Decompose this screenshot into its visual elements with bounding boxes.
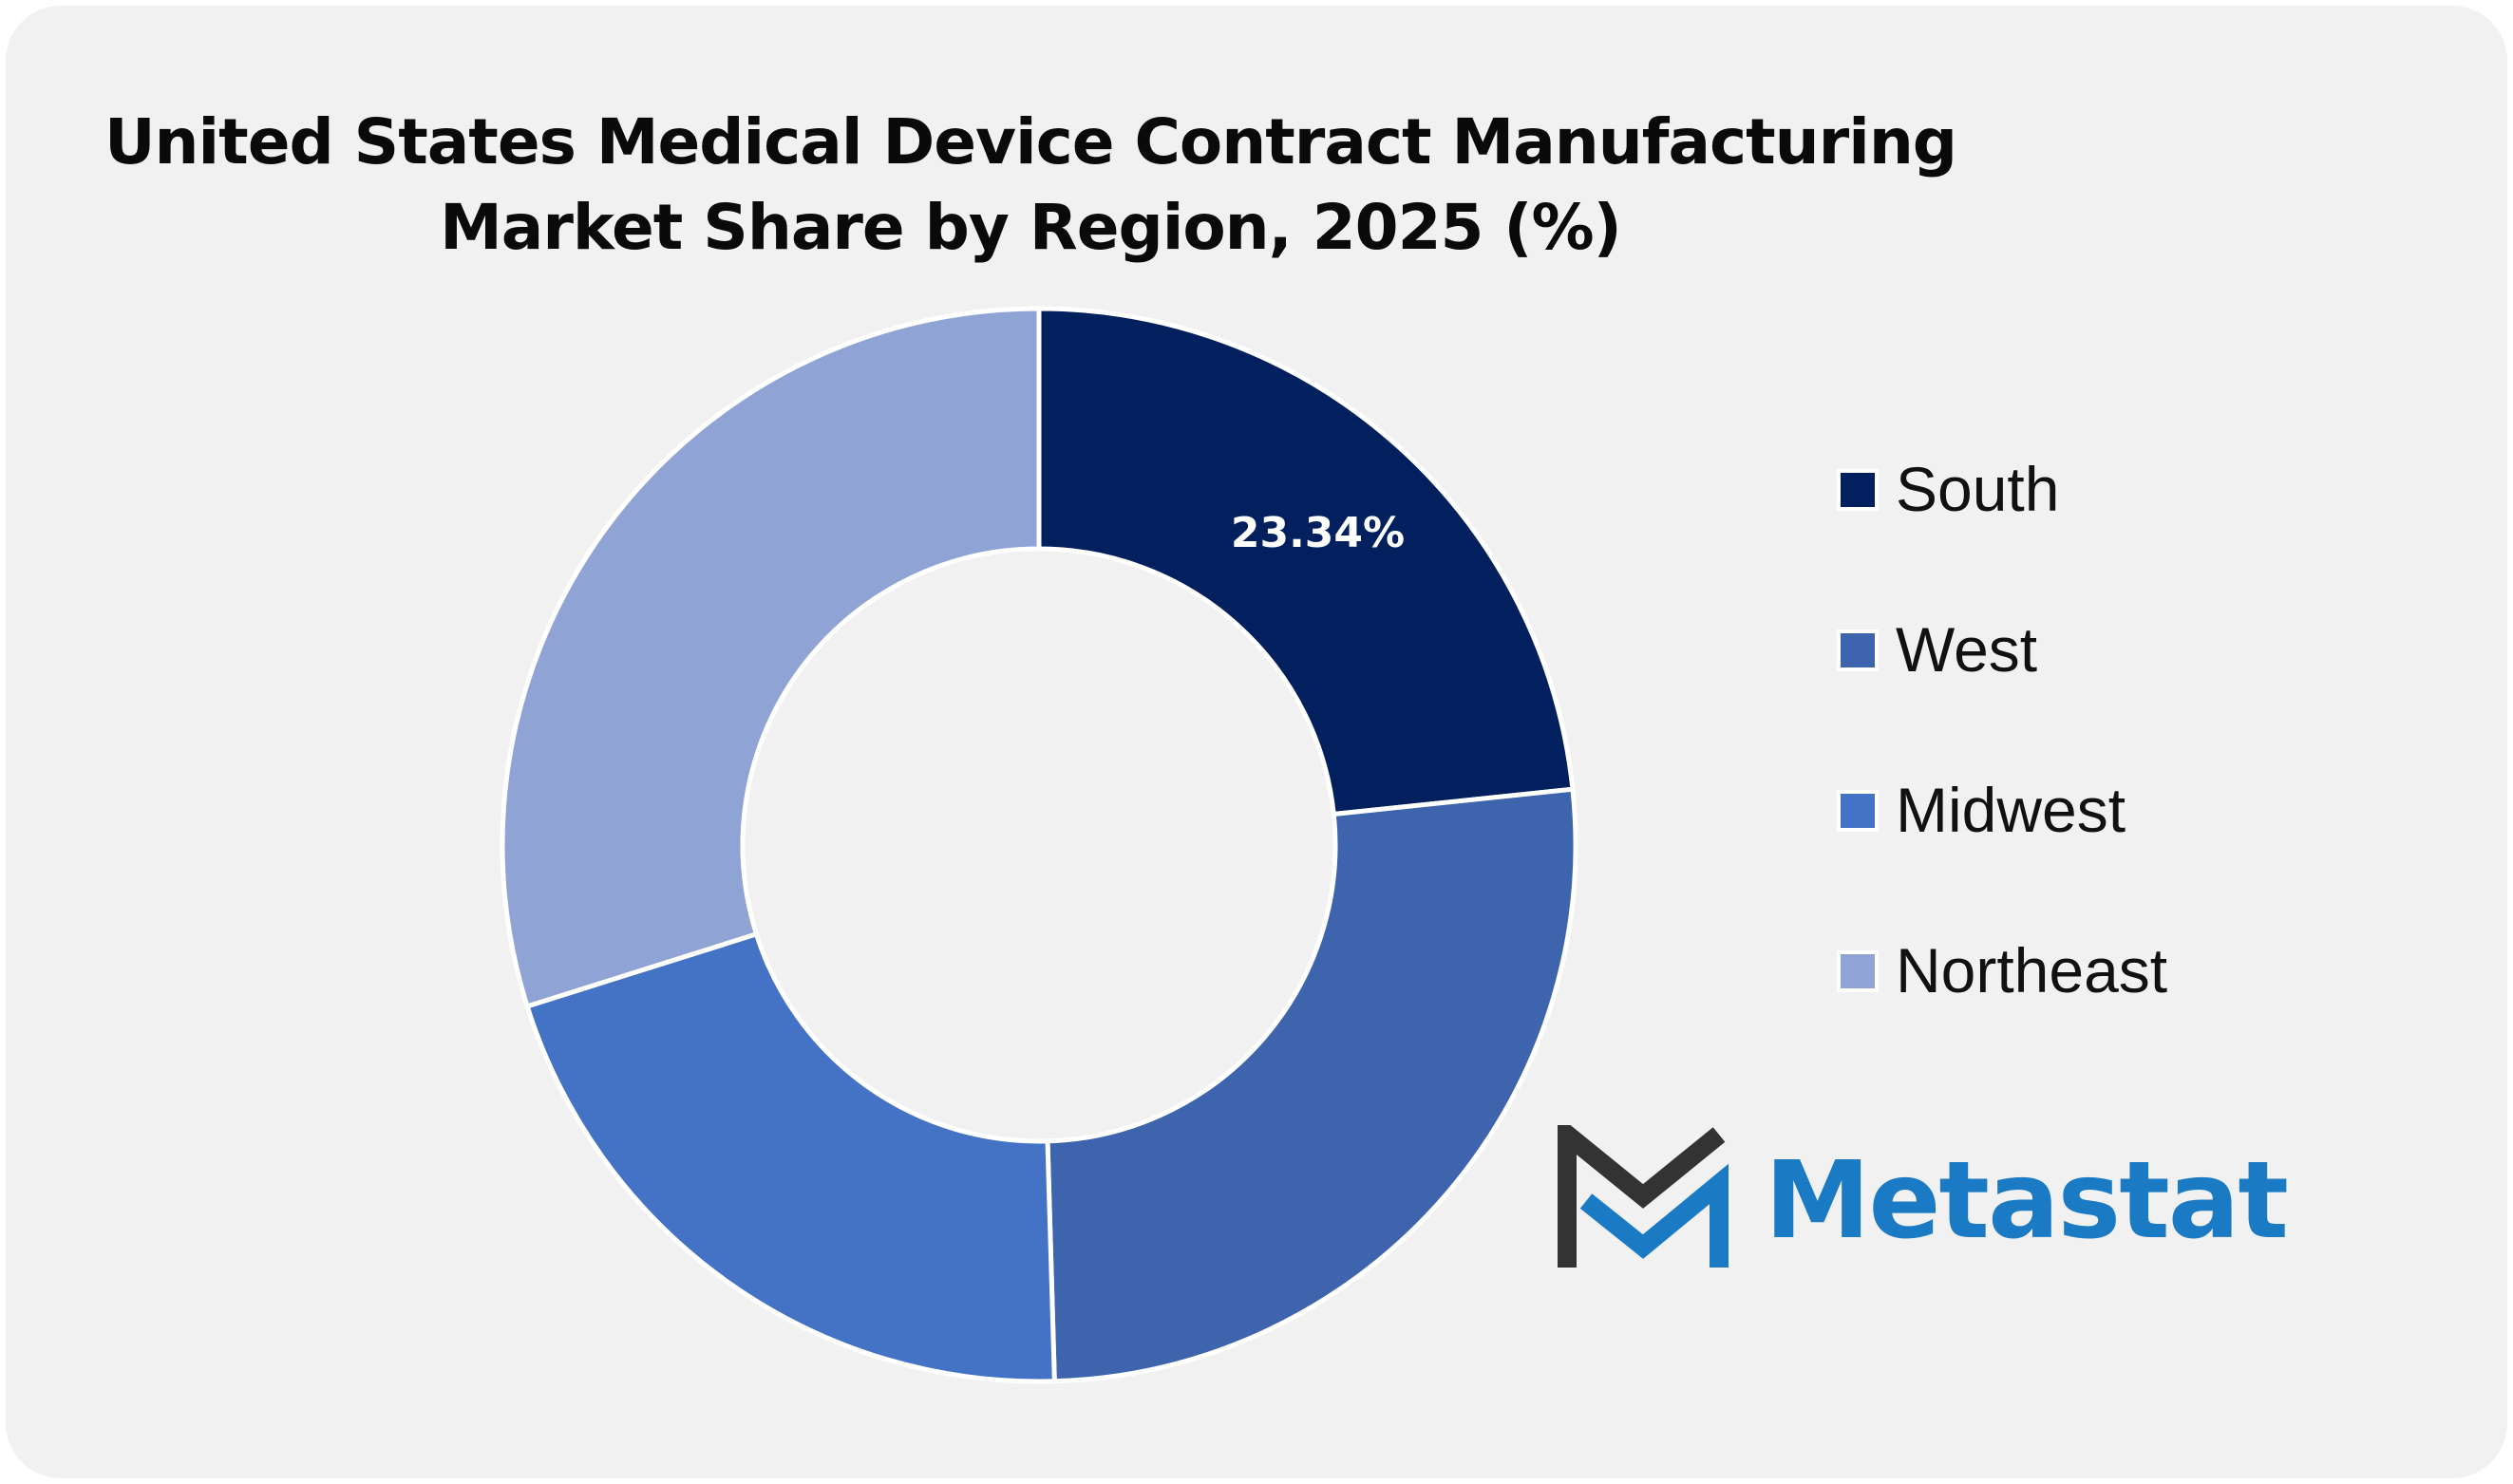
donut-slice-west bbox=[1045, 786, 1578, 1384]
data-label-south: 23.34% bbox=[1231, 509, 1405, 557]
legend-swatch-west bbox=[1837, 629, 1879, 671]
legend-label-midwest: Midwest bbox=[1896, 775, 2126, 845]
donut-slice-south bbox=[1036, 306, 1576, 817]
logo-text: Metastat bbox=[1765, 1139, 2289, 1263]
legend-item-south: South bbox=[1837, 446, 2167, 607]
legend-label-northeast: Northeast bbox=[1896, 935, 2168, 1005]
chart-title-line-1: United States Medical Device Contract Ma… bbox=[104, 105, 1957, 178]
donut-slice-northeast bbox=[500, 306, 1042, 1009]
legend-swatch-northeast bbox=[1837, 950, 1879, 992]
legend-item-northeast: Northeast bbox=[1837, 928, 2167, 1088]
donut-slice-midwest bbox=[524, 931, 1057, 1384]
chart-title: United States Medical Device Contract Ma… bbox=[0, 100, 2061, 271]
chart-title-line-2: Market Share by Region, 2025 (%) bbox=[440, 191, 1622, 264]
legend-item-midwest: Midwest bbox=[1837, 767, 2167, 928]
chart-legend: South West Midwest Northeast bbox=[1837, 446, 2167, 1088]
metastat-logo-icon bbox=[1558, 1114, 1729, 1268]
metastat-logo: Metastat bbox=[1558, 1114, 2289, 1277]
legend-swatch-midwest bbox=[1837, 790, 1879, 832]
legend-label-west: West bbox=[1896, 614, 2038, 685]
legend-item-west: West bbox=[1837, 607, 2167, 767]
legend-label-south: South bbox=[1896, 454, 2060, 524]
legend-swatch-south bbox=[1837, 469, 1879, 511]
